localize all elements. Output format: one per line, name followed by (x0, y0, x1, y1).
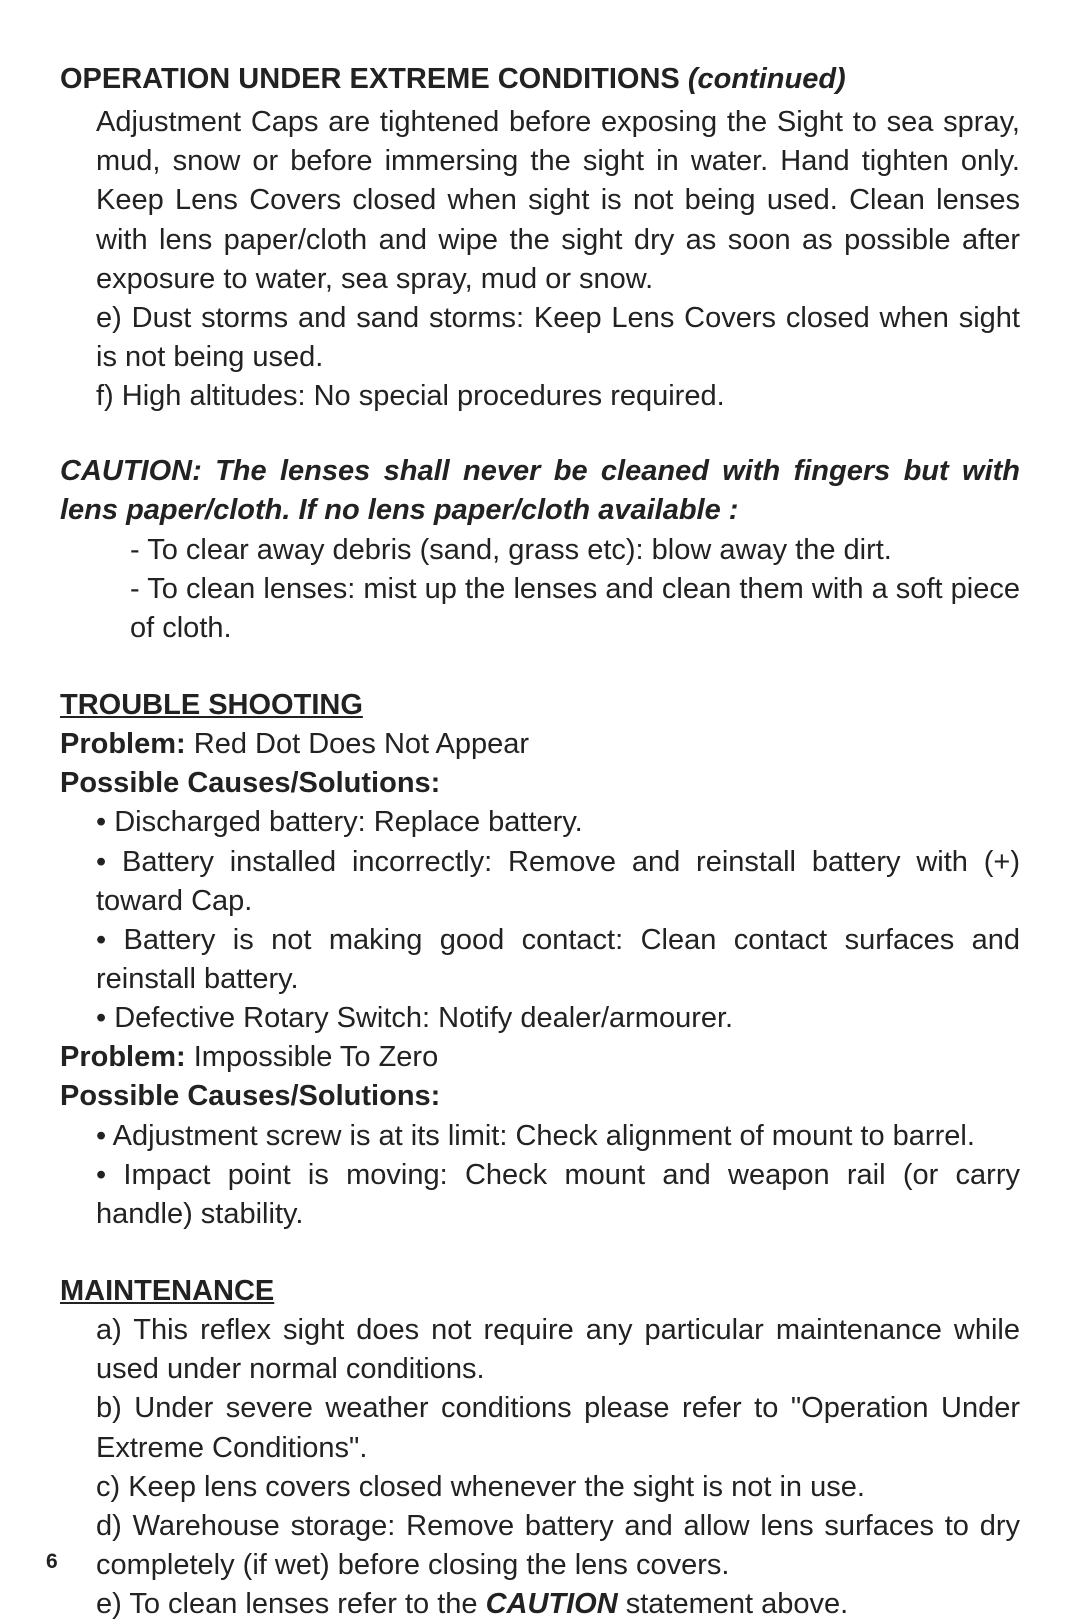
caution-heading: CAUTION: The lenses shall never be clean… (60, 452, 1020, 530)
maintenance-body: a) This reflex sight does not require an… (96, 1311, 1020, 1624)
operation-body: Adjustment Caps are tightened before exp… (96, 103, 1020, 416)
p1-item-2: • Battery is not making good contact: Cl… (96, 921, 1020, 999)
maint-e-caution: CAUTION (486, 1588, 618, 1620)
page-number: 6 (46, 1548, 58, 1576)
section-heading-maintenance: MAINTENANCE (60, 1272, 1020, 1311)
p2-item-1: • Impact point is moving: Check mount an… (96, 1156, 1020, 1234)
maint-item-d: d) Warehouse storage: Remove battery and… (96, 1507, 1020, 1585)
problem-2-solutions: • Adjustment screw is at its limit: Chec… (96, 1117, 1020, 1234)
maint-e-post: statement above. (618, 1588, 849, 1620)
p1-item-3: • Defective Rotary Switch: Notify dealer… (96, 999, 1020, 1038)
problem-1-text: Red Dot Does Not Appear (194, 728, 529, 760)
maint-e-pre: e) To clean lenses refer to the (96, 1588, 486, 1620)
operation-para-f: f) High altitudes: No special procedures… (96, 377, 1020, 416)
maint-item-a: a) This reflex sight does not require an… (96, 1311, 1020, 1389)
operation-para-e: e) Dust storms and sand storms: Keep Len… (96, 299, 1020, 377)
heading-operation-continued: (continued) (688, 63, 846, 95)
caution-item-1: - To clear away debris (sand, grass etc)… (130, 531, 1020, 570)
operation-para-main: Adjustment Caps are tightened before exp… (96, 103, 1020, 299)
caution-list: - To clear away debris (sand, grass etc)… (130, 531, 1020, 648)
pcs-label-2: Possible Causes/Solutions: (60, 1077, 1020, 1116)
p1-item-0: • Discharged battery: Replace battery. (96, 803, 1020, 842)
problem-2-text: Impossible To Zero (194, 1041, 438, 1073)
maint-item-e: e) To clean lenses refer to the CAUTION … (96, 1585, 1020, 1624)
problem-1-label: Problem: (60, 728, 194, 760)
problem-1-solutions: • Discharged battery: Replace battery. •… (96, 803, 1020, 1038)
maint-item-c: c) Keep lens covers closed whenever the … (96, 1468, 1020, 1507)
section-heading-operation: OPERATION UNDER EXTREME CONDITIONS (cont… (60, 60, 1020, 99)
p1-item-1: • Battery installed incorrectly: Remove … (96, 843, 1020, 921)
problem-1: Problem: Red Dot Does Not Appear (60, 725, 1020, 764)
heading-operation-main: OPERATION UNDER EXTREME CONDITIONS (60, 63, 688, 95)
manual-page: OPERATION UNDER EXTREME CONDITIONS (cont… (0, 0, 1080, 1620)
maint-item-b: b) Under severe weather conditions pleas… (96, 1389, 1020, 1467)
pcs-label-1: Possible Causes/Solutions: (60, 764, 1020, 803)
p2-item-0: • Adjustment screw is at its limit: Chec… (96, 1117, 1020, 1156)
problem-2: Problem: Impossible To Zero (60, 1038, 1020, 1077)
caution-item-2: - To clean lenses: mist up the lenses an… (130, 570, 1020, 648)
problem-2-label: Problem: (60, 1041, 194, 1073)
section-heading-troubleshooting: TROUBLE SHOOTING (60, 686, 1020, 725)
